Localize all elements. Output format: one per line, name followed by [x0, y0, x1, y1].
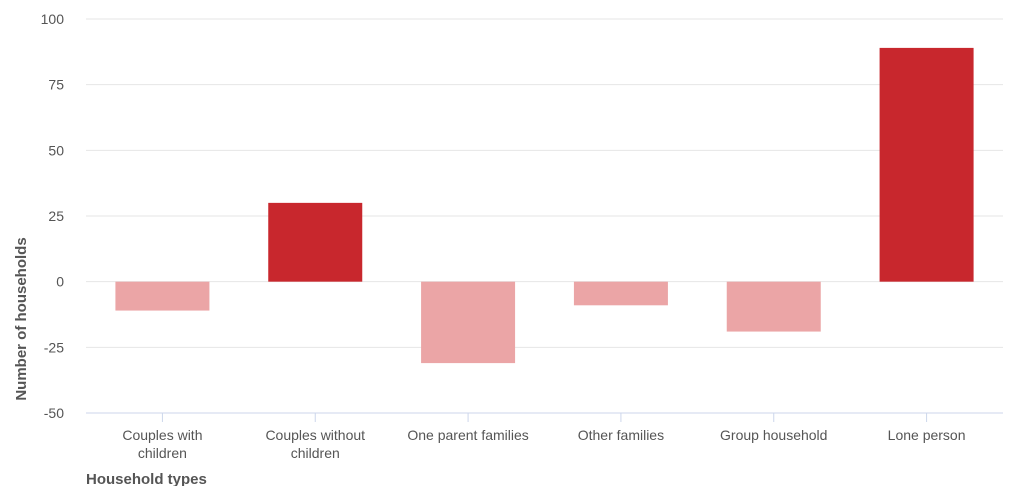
bar[interactable] — [421, 281, 516, 364]
y-tick-label: -50 — [44, 405, 64, 421]
bar[interactable] — [115, 281, 210, 311]
x-tick-label: Lone person — [888, 427, 966, 443]
x-tick-label: Couples with children — [122, 427, 202, 461]
y-tick-label: 25 — [48, 208, 64, 224]
y-tick-label: 50 — [48, 142, 64, 158]
y-tick-label: -25 — [44, 339, 64, 355]
y-axis-ticks: -50 -25 0 25 50 75 100 — [41, 11, 65, 421]
grid-lines — [86, 18, 1003, 348]
bar[interactable] — [268, 202, 363, 282]
x-tick-label: Group household — [720, 427, 827, 443]
y-tick-label: 100 — [41, 11, 65, 27]
x-axis-ticks: Couples with children Couples without child… — [122, 413, 966, 461]
y-axis-title: Number of households — [13, 237, 30, 400]
y-tick-label: 75 — [48, 77, 64, 93]
x-tick-label: One parent families — [407, 427, 528, 443]
bar[interactable] — [879, 47, 974, 282]
x-axis-title: Household types — [86, 471, 207, 486]
x-tick-label: Other families — [578, 427, 664, 443]
bars — [115, 47, 974, 364]
x-tick-label: Couples without children — [265, 427, 365, 461]
y-tick-label: 0 — [56, 274, 64, 290]
bar[interactable] — [573, 281, 668, 306]
bar[interactable] — [726, 281, 821, 332]
